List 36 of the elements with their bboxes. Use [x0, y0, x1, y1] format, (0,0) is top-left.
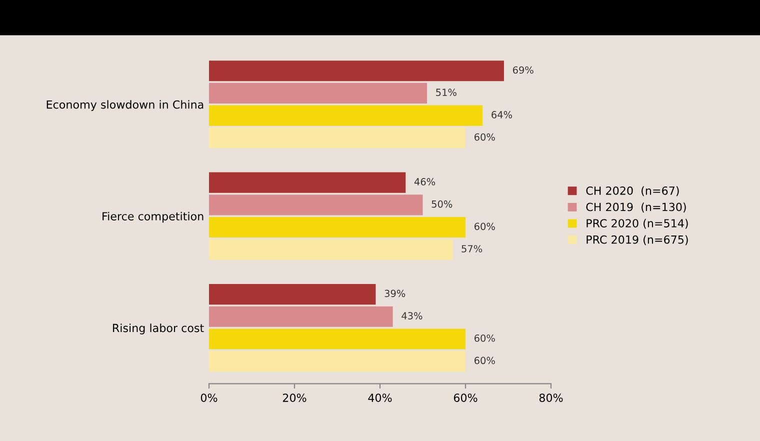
bar [209, 194, 423, 216]
legend-label: CH 2020 (n=67) [586, 186, 679, 196]
bar [209, 216, 466, 238]
bar [209, 284, 376, 305]
bar [209, 172, 406, 193]
y-tick-label: Fierce competition [102, 212, 204, 223]
data-label: 43% [402, 312, 422, 320]
data-label: 39% [384, 290, 406, 298]
data-label: 50% [432, 200, 452, 208]
data-label: 57% [462, 245, 482, 252]
x-tick-label: 60% [454, 394, 478, 402]
y-tick-label: Economy slowdown in China [46, 100, 204, 111]
data-label: 69% [512, 66, 534, 74]
bar [209, 60, 504, 82]
data-label: 60% [474, 222, 495, 230]
bar [209, 82, 428, 104]
data-label: 60% [474, 133, 495, 141]
x-tick-label: 40% [368, 394, 392, 402]
data-label: 60% [474, 334, 495, 342]
legend-label: PRC 2019 (n=675) [586, 235, 688, 246]
y-tick-label: Rising labor cost [113, 324, 204, 334]
bar [209, 306, 393, 327]
x-tick-label: 80% [539, 394, 563, 402]
data-label: 64% [492, 111, 512, 118]
legend-label: PRC 2020 (n=514) [586, 218, 688, 229]
bar [209, 328, 466, 350]
legend-label: CH 2019 (n=130) [586, 202, 686, 212]
bar [209, 105, 483, 126]
data-label: 51% [436, 88, 456, 96]
x-tick-label: 0% [200, 394, 218, 402]
data-label: 60% [474, 356, 495, 364]
x-tick-label: 20% [282, 394, 306, 402]
data-label: 46% [414, 178, 436, 186]
bar [209, 239, 453, 260]
bar [209, 128, 466, 148]
bar [209, 351, 466, 372]
